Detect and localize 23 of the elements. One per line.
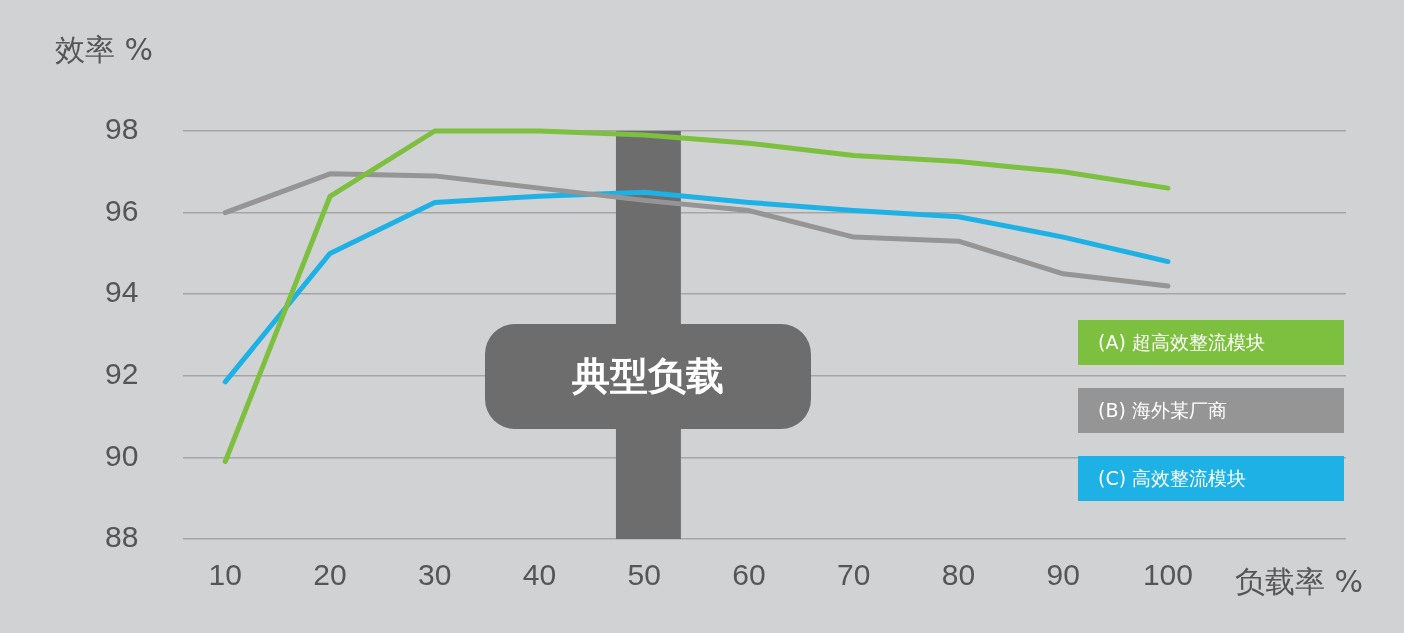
x-axis-title: 负载率 %: [1235, 563, 1364, 601]
y-tick-label: 94: [104, 275, 139, 309]
x-tick-label: 70: [837, 558, 871, 592]
x-tick-label: 60: [732, 558, 766, 592]
x-tick-label: 100: [1142, 558, 1193, 592]
x-tick-label: 10: [208, 558, 242, 592]
y-tick-label: 88: [104, 520, 139, 554]
x-tick-label: 50: [627, 558, 661, 592]
x-tick-label: 80: [941, 558, 976, 592]
text: (A) 超高效整流模块: [1078, 320, 1344, 365]
y-tick-label: 90: [104, 438, 139, 472]
y-axis-title: 效率 %: [55, 31, 154, 69]
band-label: 典型负载: [572, 352, 725, 400]
x-tick-label: 40: [522, 558, 557, 592]
x-tick-label: 90: [1046, 558, 1080, 592]
text: (C) 高效整流模块: [1078, 456, 1344, 501]
x-tick-label: 30: [418, 558, 452, 592]
y-tick-label: 96: [104, 193, 139, 227]
y-tick-label: 98: [104, 112, 139, 146]
y-tick-label: 92: [104, 357, 139, 391]
x-tick-label: 20: [313, 558, 347, 592]
rounded-label-box: 典型负载: [485, 323, 812, 429]
text: (B) 海外某厂商: [1078, 388, 1344, 433]
